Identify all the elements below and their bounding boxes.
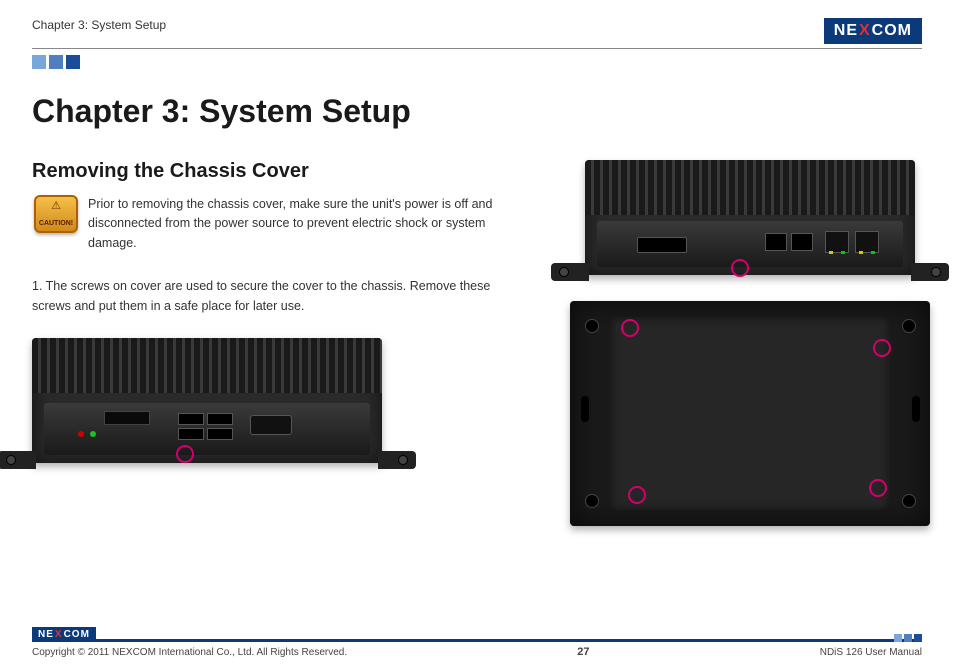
step-1-text: 1. The screws on cover are used to secur… bbox=[32, 277, 530, 316]
section-title: Removing the Chassis Cover bbox=[32, 160, 530, 183]
port-block-2 bbox=[791, 233, 813, 251]
accent-squares bbox=[32, 55, 922, 69]
back-panel bbox=[597, 221, 903, 267]
page-number: 27 bbox=[577, 646, 589, 658]
screw-highlight-bottom bbox=[873, 339, 891, 357]
screw-highlight-bottom bbox=[869, 479, 887, 497]
status-led-icon bbox=[90, 431, 96, 437]
ethernet-port-1 bbox=[825, 231, 849, 253]
mount-hole bbox=[902, 494, 916, 508]
mount-bracket-left bbox=[0, 451, 36, 469]
sd-slot bbox=[104, 411, 150, 425]
chapter-title: Chapter 3: System Setup bbox=[32, 93, 922, 130]
caution-block: CAUTION! Prior to removing the chassis c… bbox=[32, 195, 530, 253]
screw-highlight-front bbox=[176, 445, 194, 463]
hdmi-port bbox=[637, 237, 687, 253]
screw-highlight-back bbox=[731, 259, 749, 277]
mount-bracket-right bbox=[378, 451, 416, 469]
caution-icon: CAUTION! bbox=[34, 195, 78, 233]
heatsink-fins bbox=[32, 338, 382, 393]
nexcom-logo-small: NEXCOM bbox=[32, 627, 96, 642]
caution-text: Prior to removing the chassis cover, mak… bbox=[88, 195, 530, 253]
serial-port bbox=[250, 415, 292, 435]
usb-port-cluster bbox=[178, 413, 233, 440]
footer-accent-squares bbox=[894, 634, 922, 642]
breadcrumb: Chapter 3: System Setup bbox=[32, 18, 166, 32]
bottom-inner-panel bbox=[610, 317, 890, 510]
mount-bracket-right bbox=[911, 263, 949, 281]
screw-highlight-bottom bbox=[628, 486, 646, 504]
copyright-text: Copyright © 2011 NEXCOM International Co… bbox=[32, 647, 347, 658]
page-header: Chapter 3: System Setup NEXCOM bbox=[32, 18, 922, 49]
device-bottom-plate-figure bbox=[570, 301, 930, 526]
mount-hole bbox=[585, 319, 599, 333]
mount-bracket-left bbox=[551, 263, 589, 281]
device-front-view-figure bbox=[32, 338, 530, 463]
page-footer: NEXCOM Copyright © 2011 NEXCOM Internati… bbox=[32, 639, 922, 658]
heatsink-fins bbox=[585, 160, 915, 215]
mount-slot bbox=[912, 396, 920, 422]
power-led-icon bbox=[78, 431, 84, 437]
port-block-1 bbox=[765, 233, 787, 251]
front-panel bbox=[44, 403, 370, 455]
mount-hole bbox=[902, 319, 916, 333]
screw-highlight-bottom bbox=[621, 319, 639, 337]
ethernet-port-2 bbox=[855, 231, 879, 253]
nexcom-logo: NEXCOM bbox=[824, 18, 922, 44]
mount-slot bbox=[581, 396, 589, 422]
mount-hole bbox=[585, 494, 599, 508]
device-back-view-figure bbox=[585, 160, 915, 275]
manual-name: NDiS 126 User Manual bbox=[820, 647, 922, 658]
